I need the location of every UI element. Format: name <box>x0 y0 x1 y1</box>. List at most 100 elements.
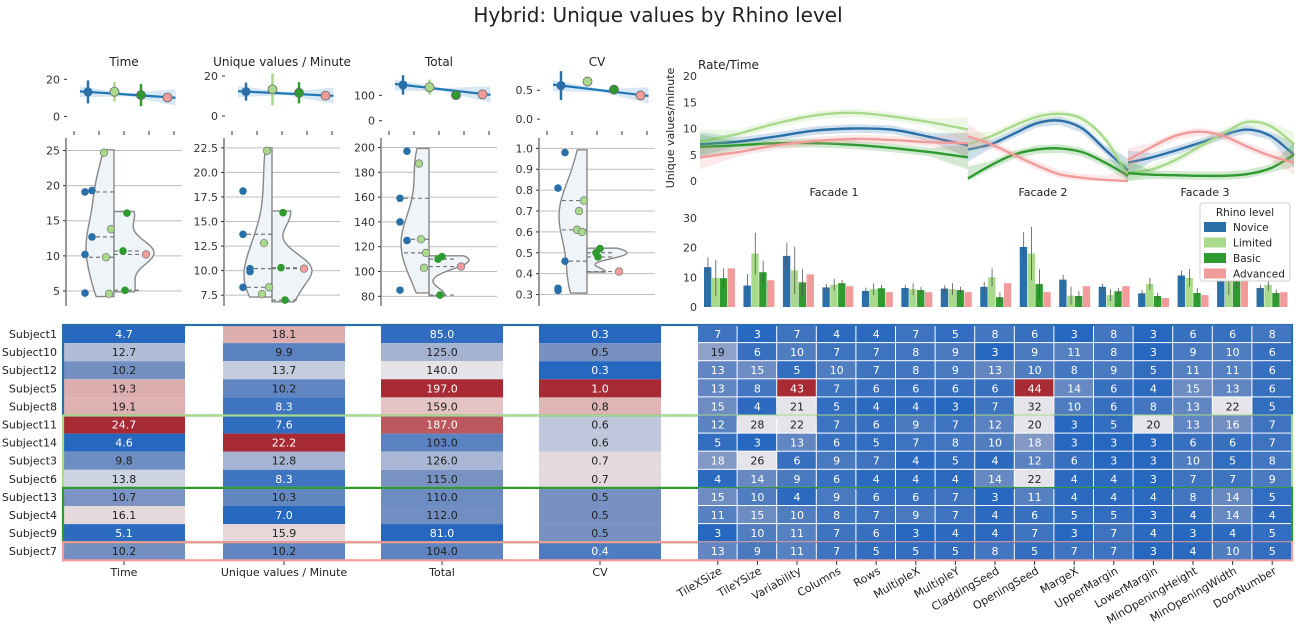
heat-cell-value: 4.6 <box>115 437 133 450</box>
panel-title-upm: Unique values / Minute <box>213 55 351 69</box>
data-point-limited <box>104 289 114 298</box>
grid-cell <box>1212 343 1252 361</box>
grid-cell <box>1014 415 1054 433</box>
y-tick-label: 20 <box>46 73 60 86</box>
grid-cell-value: 3 <box>1190 527 1197 540</box>
row-label: Subject9 <box>9 527 57 540</box>
mean-point-advanced <box>320 90 331 101</box>
grid-cell-value: 10 <box>988 437 1002 450</box>
grid-cell-value: 7 <box>1190 473 1197 486</box>
grid-cell-value: 6 <box>873 527 880 540</box>
parameter-heatmap: 7 3 7 4 4 7 5 8 6 3 8 3 6 6 819 6 10 7 7 8 9 3 9 11 8 3 9 10 613 15 5 1… <box>674 325 1291 627</box>
grid-cell <box>1133 506 1173 524</box>
heat-cell <box>539 415 661 434</box>
grid-cell <box>777 379 816 397</box>
grid-cell <box>1014 433 1054 451</box>
heat-cell-value: 10.2 <box>112 545 137 558</box>
bar-advanced <box>964 292 972 307</box>
heat-cell <box>381 506 503 525</box>
grid-cell-value: 7 <box>1110 545 1117 558</box>
y-tick-label: 100 <box>354 89 375 102</box>
bar-novice <box>704 267 712 307</box>
data-point-basic <box>121 286 129 295</box>
grid-cell <box>1173 451 1212 469</box>
grid-cell <box>975 379 1014 397</box>
regression-line <box>237 90 334 97</box>
y-tick-label: 80 <box>361 290 375 303</box>
bar-basic <box>719 278 728 307</box>
grid-cell <box>816 415 856 433</box>
heat-cell <box>539 487 661 506</box>
grid-cell-value: 7 <box>873 455 880 468</box>
mean-point-basic <box>136 90 146 100</box>
grid-cell <box>1094 433 1133 451</box>
violin-right <box>428 255 470 297</box>
grid-cell <box>1252 506 1291 524</box>
heat-cell <box>63 433 185 452</box>
y-tick-label: 0 <box>211 110 218 123</box>
bar-advanced <box>806 274 814 307</box>
grid-cell-value: 4 <box>992 527 999 540</box>
heat-cell <box>381 379 503 398</box>
grid-cell-value: 15 <box>1186 382 1200 395</box>
grid-cell-value: 10 <box>1226 346 1240 359</box>
grid-cell-value: 10 <box>830 364 844 377</box>
heat-cell-value: 8.3 <box>275 400 293 413</box>
grid-cell <box>975 325 1014 343</box>
grid-cell-value: 13 <box>711 545 725 558</box>
grid-cell-value: 3 <box>1071 419 1078 432</box>
grid-cell <box>935 325 975 343</box>
grid-cell <box>975 487 1014 505</box>
bar-novice <box>940 288 949 307</box>
grid-cell <box>1252 343 1291 361</box>
grid-cell <box>816 469 856 487</box>
heat-cell-value: 9.9 <box>275 346 293 359</box>
y-tick-label: 22.5 <box>194 142 219 155</box>
grid-cell-value: 6 <box>1110 382 1117 395</box>
grid-cell <box>1252 325 1291 343</box>
bar-novice <box>1059 279 1067 307</box>
row-label: Subject12 <box>2 364 57 377</box>
rate-time-panel: Rate/Time Unique values/minute 0 5 10 15 20 Fac… <box>664 58 1295 199</box>
heat-cell <box>223 415 345 434</box>
grid-cell <box>975 451 1014 469</box>
grid-cell <box>1054 451 1093 469</box>
curve-basic <box>967 147 1129 180</box>
legend-swatch-basic <box>1204 253 1226 263</box>
heat-cell <box>381 469 503 488</box>
grid-cell <box>1054 542 1093 560</box>
grid-cell <box>896 415 935 433</box>
data-point-limited <box>259 238 269 248</box>
grid-cell-value: 9 <box>952 364 959 377</box>
grid-cell <box>1094 343 1133 361</box>
y-tick-label: 0.5 <box>516 84 534 97</box>
y-tick-label: 100 <box>354 266 375 279</box>
distribution-panels: 5 10 15 20 25 7.5 10.0 12.5 15.0 17.5 20.0 22.5 80 10… <box>46 138 655 306</box>
grid-cell <box>856 397 895 415</box>
grid-cell <box>1212 325 1252 343</box>
heat-cell-value: 110.0 <box>426 491 458 504</box>
grid-cell-value: 7 <box>1269 419 1276 432</box>
heat-cell-value: 0.3 <box>591 328 609 341</box>
grid-cell <box>816 524 856 542</box>
mean-point-novice <box>556 81 566 91</box>
grid-cell-value: 43 <box>790 382 804 395</box>
grid-cell <box>737 451 777 469</box>
grid-cell-value: 3 <box>1150 509 1157 522</box>
data-point-limited <box>264 283 274 292</box>
regression-line <box>394 82 491 96</box>
grid-cell-value: 7 <box>1071 545 1078 558</box>
row-label: Subject11 <box>2 419 57 432</box>
grid-cell <box>816 542 856 560</box>
data-point-advanced <box>456 262 466 271</box>
grid-cell-value: 3 <box>1150 473 1157 486</box>
grid-cell-value: 8 <box>1269 455 1276 468</box>
panel-title-cv: CV <box>589 55 606 69</box>
grid-cell-value: 13 <box>988 364 1002 377</box>
grid-cell <box>1014 506 1054 524</box>
grid-cell <box>896 524 935 542</box>
grid-cell-value: 4 <box>1190 509 1197 522</box>
data-point-novice <box>81 188 89 196</box>
rate-y-label: Unique values/minute <box>664 67 677 188</box>
grid-cell <box>777 415 816 433</box>
